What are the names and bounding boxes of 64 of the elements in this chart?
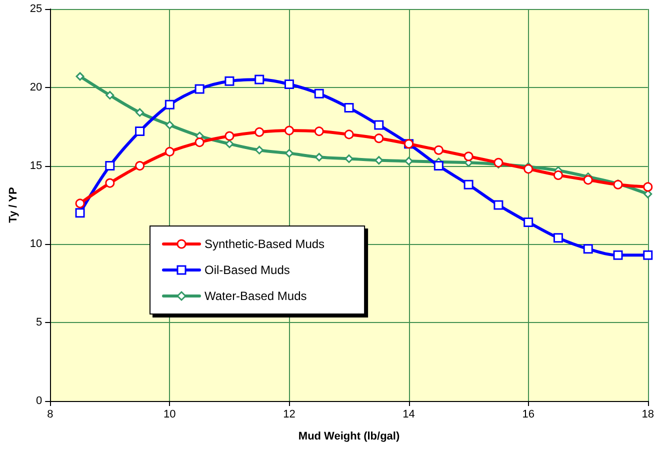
point	[284, 80, 294, 90]
x-tick-label: 18	[642, 408, 654, 420]
point	[374, 120, 384, 130]
point	[374, 156, 384, 165]
point	[643, 182, 653, 192]
legend-label: Oil-Based Muds	[204, 263, 290, 277]
point	[553, 233, 563, 243]
point	[434, 161, 444, 171]
point	[135, 161, 145, 171]
x-tick-label: 10	[164, 408, 176, 420]
point	[404, 156, 414, 166]
point	[314, 152, 324, 162]
point	[464, 180, 474, 190]
point	[643, 250, 653, 260]
y-tick-label: 25	[30, 3, 42, 15]
x-tick-label: 16	[522, 408, 534, 420]
point	[583, 175, 593, 185]
point	[553, 170, 563, 180]
legend-label: Water-Based Muds	[204, 289, 307, 303]
point	[194, 84, 204, 94]
point	[164, 146, 174, 156]
y-tick-label: 0	[36, 395, 42, 407]
point	[224, 76, 234, 86]
point	[284, 126, 294, 136]
point	[75, 208, 85, 218]
x-axis-title: Mud Weight (lb/gal)	[298, 430, 400, 442]
point	[105, 161, 115, 171]
point	[344, 103, 354, 113]
point	[255, 146, 264, 154]
point	[164, 100, 174, 110]
point	[613, 250, 623, 260]
point	[494, 200, 504, 210]
point	[344, 154, 354, 163]
point	[284, 149, 294, 158]
point	[464, 152, 474, 162]
point	[136, 108, 144, 117]
point	[254, 74, 264, 84]
y-tick-label: 15	[30, 160, 42, 172]
point	[75, 198, 85, 208]
y-tick-label: 10	[30, 238, 42, 250]
x-tick-label: 8	[47, 408, 54, 420]
point	[106, 90, 114, 100]
point	[583, 244, 593, 254]
point	[434, 145, 444, 155]
y-tick-label: 20	[30, 81, 42, 94]
point	[524, 164, 534, 174]
point	[105, 178, 115, 188]
legend-label: Synthetic-Based Muds	[204, 237, 325, 251]
x-tick-label: 14	[402, 408, 415, 420]
point	[76, 72, 84, 81]
point	[135, 126, 145, 136]
point	[225, 140, 234, 148]
x-tick-label: 12	[283, 408, 296, 420]
point	[344, 130, 354, 140]
point	[165, 120, 174, 130]
point	[194, 138, 204, 148]
y-axis-title: Ty / YP	[8, 187, 20, 223]
point	[314, 126, 324, 136]
y-tick-label: 5	[36, 316, 42, 329]
point	[374, 134, 384, 144]
point	[254, 127, 264, 137]
point	[224, 131, 234, 141]
point	[524, 218, 534, 227]
point	[314, 88, 324, 98]
